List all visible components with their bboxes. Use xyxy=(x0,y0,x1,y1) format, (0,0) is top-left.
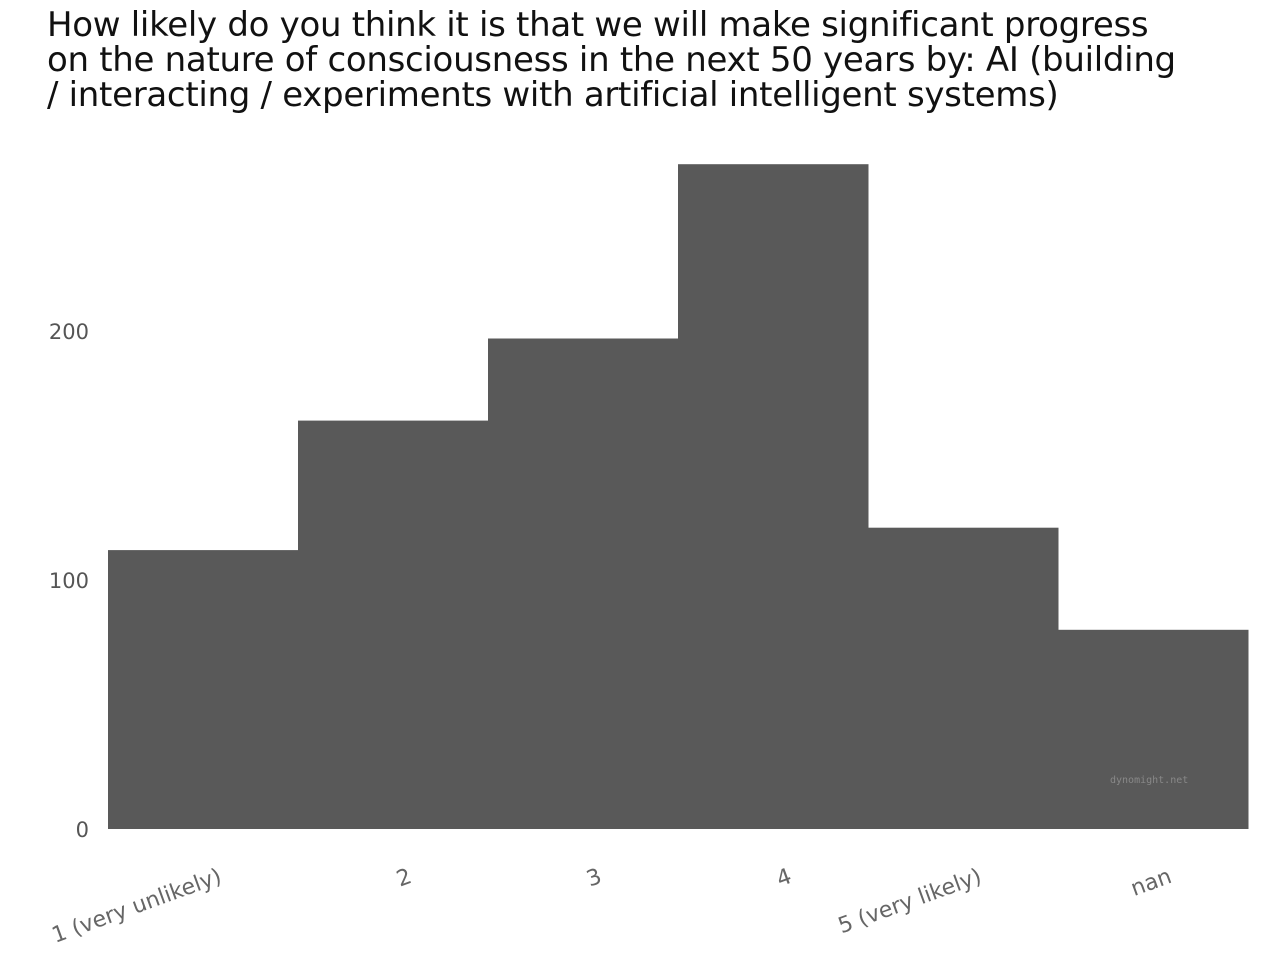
x-tick-label-4: 5 (very likely) xyxy=(835,864,985,939)
x-tick-label-3: 4 xyxy=(773,864,795,892)
bar-0 xyxy=(108,550,299,829)
bar-5 xyxy=(1058,629,1249,829)
x-tick-label-2: 3 xyxy=(583,864,605,892)
bar-3 xyxy=(678,164,869,829)
watermark-text: dynomight.net xyxy=(1110,775,1188,786)
bar-4 xyxy=(868,527,1059,829)
y-axis-ticks: 0 100 200 xyxy=(49,320,89,842)
bar-2 xyxy=(488,338,679,829)
x-tick-label-0: 1 (very unlikely) xyxy=(49,864,225,949)
bar-1 xyxy=(298,420,489,829)
x-tick-label-1: 2 xyxy=(393,864,415,892)
bars-group xyxy=(108,164,1249,829)
x-axis-ticks: 1 (very unlikely) 2 3 4 5 (very likely) nan xyxy=(49,864,1175,949)
y-tick-label-1: 100 xyxy=(49,569,89,593)
y-tick-label-0: 0 xyxy=(76,818,89,842)
y-tick-label-2: 200 xyxy=(49,320,89,344)
chart-title: How likely do you think it is that we wi… xyxy=(47,5,1176,115)
x-tick-label-5: nan xyxy=(1128,864,1175,902)
